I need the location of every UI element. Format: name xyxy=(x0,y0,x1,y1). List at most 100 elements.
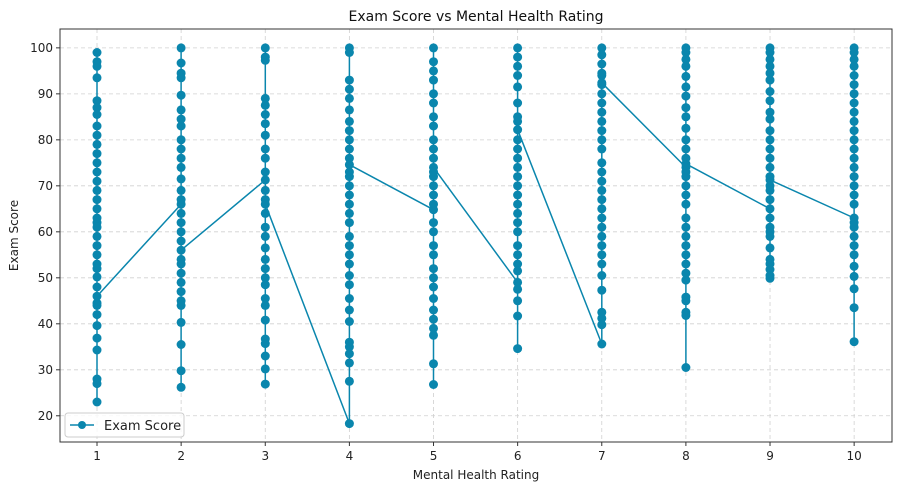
data-point xyxy=(513,153,523,163)
data-point xyxy=(681,144,691,154)
data-point xyxy=(429,294,438,303)
data-point xyxy=(681,91,691,101)
data-point xyxy=(92,298,102,308)
data-point xyxy=(849,71,859,80)
data-point xyxy=(765,54,775,64)
data-point xyxy=(176,58,186,68)
data-point xyxy=(681,123,691,133)
data-point xyxy=(344,153,354,163)
data-point xyxy=(513,125,523,135)
data-point xyxy=(429,57,438,67)
data-point xyxy=(429,273,438,283)
data-point xyxy=(429,89,438,99)
data-point xyxy=(429,330,438,340)
data-point xyxy=(765,273,775,283)
data-point xyxy=(260,43,270,53)
data-point xyxy=(597,195,607,205)
data-point xyxy=(176,174,186,184)
legend-marker-icon xyxy=(78,421,86,429)
data-point xyxy=(176,153,186,163)
data-point xyxy=(92,272,102,282)
data-point xyxy=(765,144,775,154)
data-point xyxy=(92,48,102,57)
y-tick-label: 90 xyxy=(38,87,53,101)
data-point xyxy=(513,259,523,269)
data-point xyxy=(681,275,691,285)
data-point xyxy=(681,54,691,64)
data-point xyxy=(849,153,859,163)
x-tick-label: 1 xyxy=(93,449,101,463)
x-tick-label: 7 xyxy=(598,449,606,463)
data-point xyxy=(681,250,691,260)
data-point xyxy=(176,236,186,246)
data-point xyxy=(513,98,523,108)
data-point xyxy=(765,213,775,223)
data-point xyxy=(92,379,102,389)
data-point xyxy=(176,218,186,228)
data-point xyxy=(849,135,859,145)
data-point xyxy=(849,250,859,260)
data-point xyxy=(260,185,270,195)
data-point xyxy=(681,199,691,209)
data-point xyxy=(765,126,775,136)
data-point xyxy=(849,261,859,271)
plot-frame xyxy=(59,28,893,443)
data-point xyxy=(849,284,859,294)
x-tick-label: 6 xyxy=(514,449,522,463)
x-tick-label: 4 xyxy=(346,449,354,463)
data-point xyxy=(849,271,859,281)
data-point xyxy=(513,266,523,276)
data-point xyxy=(176,340,186,349)
data-point xyxy=(260,231,270,241)
data-point xyxy=(260,167,270,177)
data-point xyxy=(681,159,691,169)
data-point xyxy=(513,199,523,209)
data-point xyxy=(681,190,691,200)
data-point xyxy=(429,181,438,191)
data-point xyxy=(344,167,354,177)
data-point xyxy=(681,363,691,372)
data-point xyxy=(513,344,523,354)
data-point xyxy=(765,153,775,163)
data-point xyxy=(176,90,186,100)
data-point xyxy=(260,130,270,140)
data-point xyxy=(597,167,607,177)
data-point xyxy=(429,121,438,131)
data-point xyxy=(176,300,186,310)
data-point xyxy=(597,78,607,88)
data-point xyxy=(92,291,102,301)
data-point xyxy=(260,93,270,103)
data-point xyxy=(92,222,102,232)
data-point xyxy=(429,98,438,108)
data-point xyxy=(597,107,607,117)
data-point xyxy=(344,160,354,170)
data-point xyxy=(513,241,523,251)
data-point xyxy=(344,259,354,269)
data-point xyxy=(513,296,523,306)
data-point xyxy=(597,43,607,53)
data-point xyxy=(681,135,691,145)
data-point xyxy=(849,61,859,71)
data-point xyxy=(513,284,523,294)
x-tick-label: 2 xyxy=(177,449,185,463)
data-point xyxy=(429,241,438,251)
data-point xyxy=(597,89,607,99)
data-point xyxy=(597,116,607,126)
data-point xyxy=(765,162,775,172)
y-tick-label: 80 xyxy=(38,133,53,147)
data-point xyxy=(849,80,859,90)
data-point xyxy=(260,351,270,361)
data-point xyxy=(176,162,186,172)
data-point xyxy=(344,135,354,145)
data-point xyxy=(681,82,691,92)
data-point xyxy=(681,296,691,306)
data-point xyxy=(260,208,270,218)
data-point xyxy=(344,199,354,209)
data-point xyxy=(176,43,186,53)
x-axis: 1 2 3 4 5 6 7 8 9 10 xyxy=(93,442,862,463)
data-point xyxy=(429,66,438,76)
data-point xyxy=(681,181,691,191)
data-point xyxy=(849,89,859,99)
data-point xyxy=(765,107,775,117)
